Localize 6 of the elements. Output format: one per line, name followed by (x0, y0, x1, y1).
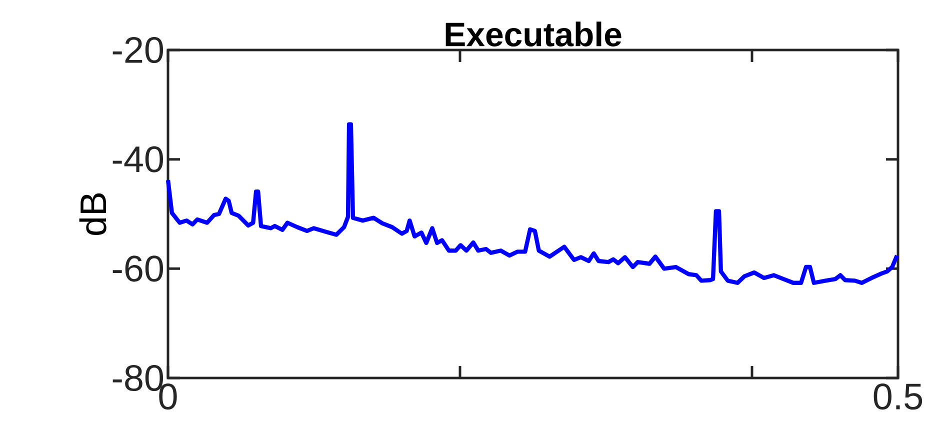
chart-title: Executable (446, 22, 622, 46)
y-tick-label: -60 (112, 256, 164, 282)
x-tick-label: 0.5 (874, 384, 922, 410)
y-tick-label: -20 (112, 36, 164, 64)
y-tick-label: -40 (112, 146, 164, 172)
y-axis-title: dB (79, 193, 106, 235)
